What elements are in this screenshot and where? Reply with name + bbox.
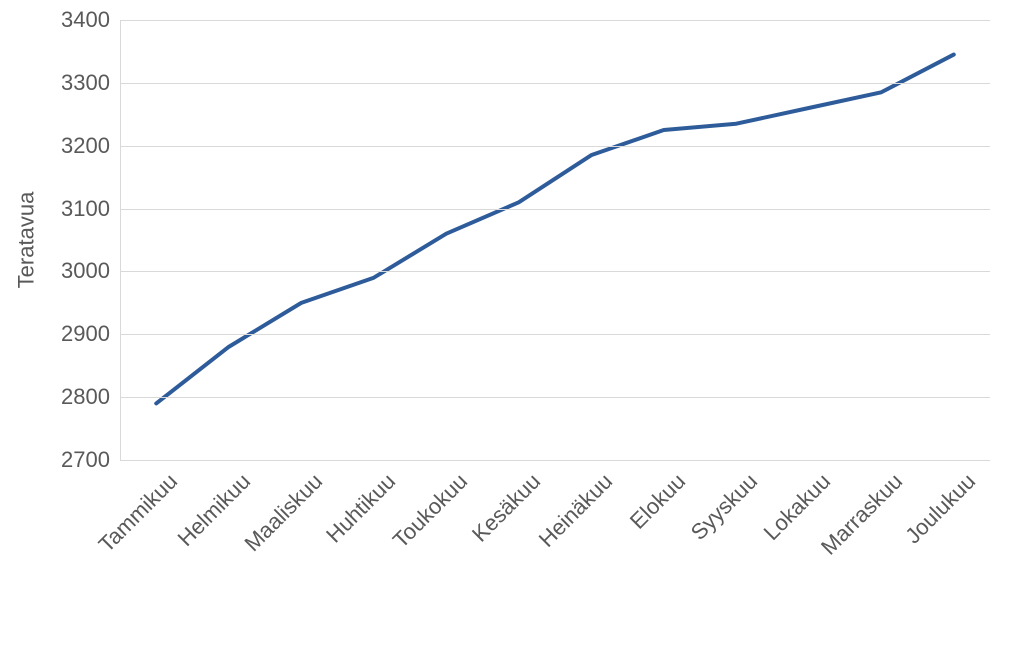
gridline	[120, 271, 990, 272]
x-tick-label: Tammikuu	[85, 460, 183, 558]
y-tick-label: 2800	[61, 384, 120, 410]
y-tick-label: 3100	[61, 196, 120, 222]
gridline	[120, 397, 990, 398]
gridline	[120, 146, 990, 147]
x-tick-label: Joulukuu	[891, 460, 980, 549]
x-tick-label: Maaliskuu	[231, 460, 328, 557]
gridline	[120, 83, 990, 84]
y-axis-title: Teratavua	[13, 192, 39, 289]
gridline	[120, 209, 990, 210]
y-tick-label: 3000	[61, 258, 120, 284]
y-axis-title-container: Teratavua	[6, 20, 46, 460]
x-tick-label: Toukokuu	[380, 460, 473, 553]
y-tick-label: 3300	[61, 70, 120, 96]
y-tick-label: 2700	[61, 447, 120, 473]
data-line	[120, 20, 990, 460]
y-tick-label: 3400	[61, 7, 120, 33]
y-tick-label: 3200	[61, 133, 120, 159]
gridline	[120, 460, 990, 461]
y-tick-label: 2900	[61, 321, 120, 347]
x-tick-label: Elokuu	[616, 460, 690, 534]
series-line	[156, 55, 954, 404]
plot-area: 27002800290030003100320033003400Tammikuu…	[120, 20, 990, 460]
x-tick-label: Syyskuu	[677, 460, 763, 546]
line-chart: Teratavua 270028002900300031003200330034…	[0, 0, 1014, 654]
gridline	[120, 334, 990, 335]
x-tick-label: Heinäkuu	[526, 460, 619, 553]
x-tick-label: Kesäkuu	[458, 460, 545, 547]
gridline	[120, 20, 990, 21]
